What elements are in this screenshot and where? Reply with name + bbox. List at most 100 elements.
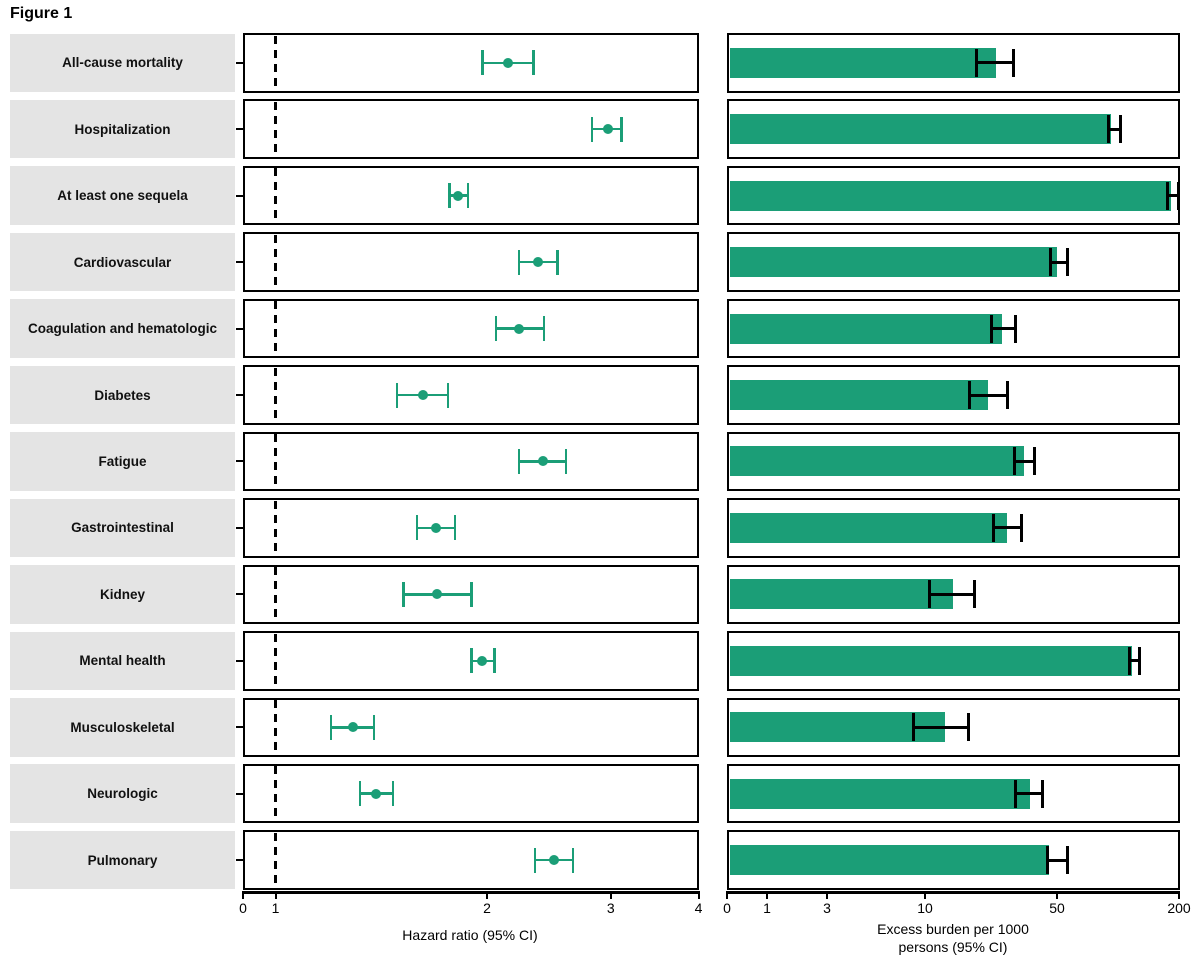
row-label: Coagulation and hematologic xyxy=(10,299,235,358)
y-axis-tick xyxy=(236,859,243,862)
row-label: Neurologic xyxy=(10,764,235,823)
hr-reference-line xyxy=(274,567,277,622)
burden-ci-cap-high xyxy=(1137,646,1141,675)
y-axis-tick xyxy=(236,128,243,131)
hr-reference-line xyxy=(274,766,277,821)
burden-ci-line xyxy=(1108,127,1121,131)
burden-ci-cap-high xyxy=(1176,181,1180,210)
burden-axis-tick-label: 10 xyxy=(917,900,933,916)
hr-ci-cap-high xyxy=(466,183,470,209)
hr-ci-cap-high xyxy=(453,515,457,541)
y-axis-tick xyxy=(236,593,243,596)
hr-ci-cap-low xyxy=(494,316,498,342)
hr-panel-row xyxy=(243,99,699,159)
hr-ci-cap-low xyxy=(470,648,473,674)
burden-ci-cap-low xyxy=(912,713,916,742)
hr-panel-row xyxy=(243,697,699,757)
row-label: Gastrointestinal xyxy=(10,498,235,558)
hr-ci-cap-low xyxy=(533,847,537,873)
row-label: Cardiovascular xyxy=(10,232,235,292)
hr-point-estimate xyxy=(548,855,559,866)
hr-axis-tick-label: 2 xyxy=(483,900,491,916)
hr-panel-row xyxy=(243,365,699,425)
burden-ci-line xyxy=(1014,459,1035,463)
burden-axis-tick-label: 1 xyxy=(763,900,771,916)
burden-ci-cap-low xyxy=(1048,248,1052,277)
hr-panel-row xyxy=(243,763,699,824)
y-axis-tick xyxy=(236,394,243,396)
row-label: Mental health xyxy=(10,631,235,691)
burden-bar xyxy=(729,645,1132,676)
hr-point-estimate xyxy=(532,257,543,268)
hr-point-estimate xyxy=(602,124,613,135)
hr-ci-cap-low xyxy=(358,781,362,807)
hr-reference-line xyxy=(274,633,277,689)
hr-reference-line xyxy=(274,832,277,888)
burden-bar xyxy=(729,114,1111,145)
hr-reference-line xyxy=(274,301,277,356)
hr-panel-row xyxy=(243,830,699,890)
burden-ci-cap-low xyxy=(1127,646,1131,675)
burden-axis-tick-label: 200 xyxy=(1167,900,1191,916)
y-axis-tick xyxy=(236,659,243,662)
hr-point-estimate xyxy=(432,589,443,600)
burden-ci-line xyxy=(1129,659,1140,663)
burden-ci-line xyxy=(1167,194,1179,198)
row-label: All-cause mortality xyxy=(10,33,235,92)
row-label: Hospitalization xyxy=(10,99,235,159)
burden-bar xyxy=(729,512,1008,543)
y-axis-tick xyxy=(236,526,243,529)
hr-ci-cap-low xyxy=(448,183,451,209)
burden-axis-tick xyxy=(924,891,926,899)
burden-ci-line xyxy=(991,327,1016,331)
hr-ci-cap-low xyxy=(329,714,333,740)
burden-ci-line xyxy=(976,61,1014,65)
y-axis-tick xyxy=(236,792,243,795)
hr-axis-tick xyxy=(274,891,277,899)
burden-axis-tick xyxy=(1178,891,1180,899)
hr-panel-row xyxy=(243,298,699,359)
hr-ci-cap-high xyxy=(470,581,473,607)
burden-bar xyxy=(729,778,1031,809)
row-label: Diabetes xyxy=(10,365,235,425)
burden-bar xyxy=(729,712,946,743)
row-label: Fatigue xyxy=(10,432,235,491)
burden-ci-cap-low xyxy=(1012,447,1016,476)
hr-panel-row xyxy=(243,232,699,292)
burden-axis-tick-label: 50 xyxy=(1049,900,1065,916)
hr-axis-tick-label: 3 xyxy=(606,900,615,916)
hr-axis-tick xyxy=(242,891,244,899)
y-axis-tick xyxy=(236,327,243,330)
y-axis-tick xyxy=(236,460,243,463)
burden-ci-line xyxy=(969,393,1008,397)
hr-reference-line xyxy=(274,367,277,423)
hr-ci-cap-high xyxy=(620,116,623,142)
hr-ci-cap-high xyxy=(542,316,546,342)
hr-ci-cap-low xyxy=(402,581,405,607)
burden-ci-cap-low xyxy=(990,314,993,343)
hr-ci-cap-low xyxy=(415,515,419,541)
burden-ci-cap-high xyxy=(1020,513,1024,542)
hr-panel-row xyxy=(243,33,699,93)
burden-ci-cap-low xyxy=(968,381,972,409)
burden-bar xyxy=(729,845,1050,876)
burden-ci-cap-low xyxy=(991,513,995,542)
hr-reference-line xyxy=(274,434,277,489)
burden-axis-tick-label: 3 xyxy=(823,900,831,916)
hr-point-estimate xyxy=(477,655,488,666)
burden-ci-cap-low xyxy=(927,580,931,609)
hr-panel-row xyxy=(243,564,699,625)
hr-point-estimate xyxy=(370,788,381,799)
hr-reference-line xyxy=(274,168,277,223)
hr-ci-cap-low xyxy=(481,50,484,76)
row-label: Kidney xyxy=(10,565,235,624)
hr-point-estimate xyxy=(502,57,513,68)
hr-point-estimate xyxy=(417,390,428,400)
hr-ci-cap-high xyxy=(532,50,535,76)
row-label: At least one sequela xyxy=(10,166,235,225)
hr-ci-cap-high xyxy=(391,781,395,807)
burden-axis-tick xyxy=(726,891,728,899)
burden-ci-cap-low xyxy=(1045,846,1049,875)
hr-ci-cap-low xyxy=(517,249,521,275)
hr-reference-line xyxy=(274,101,277,157)
